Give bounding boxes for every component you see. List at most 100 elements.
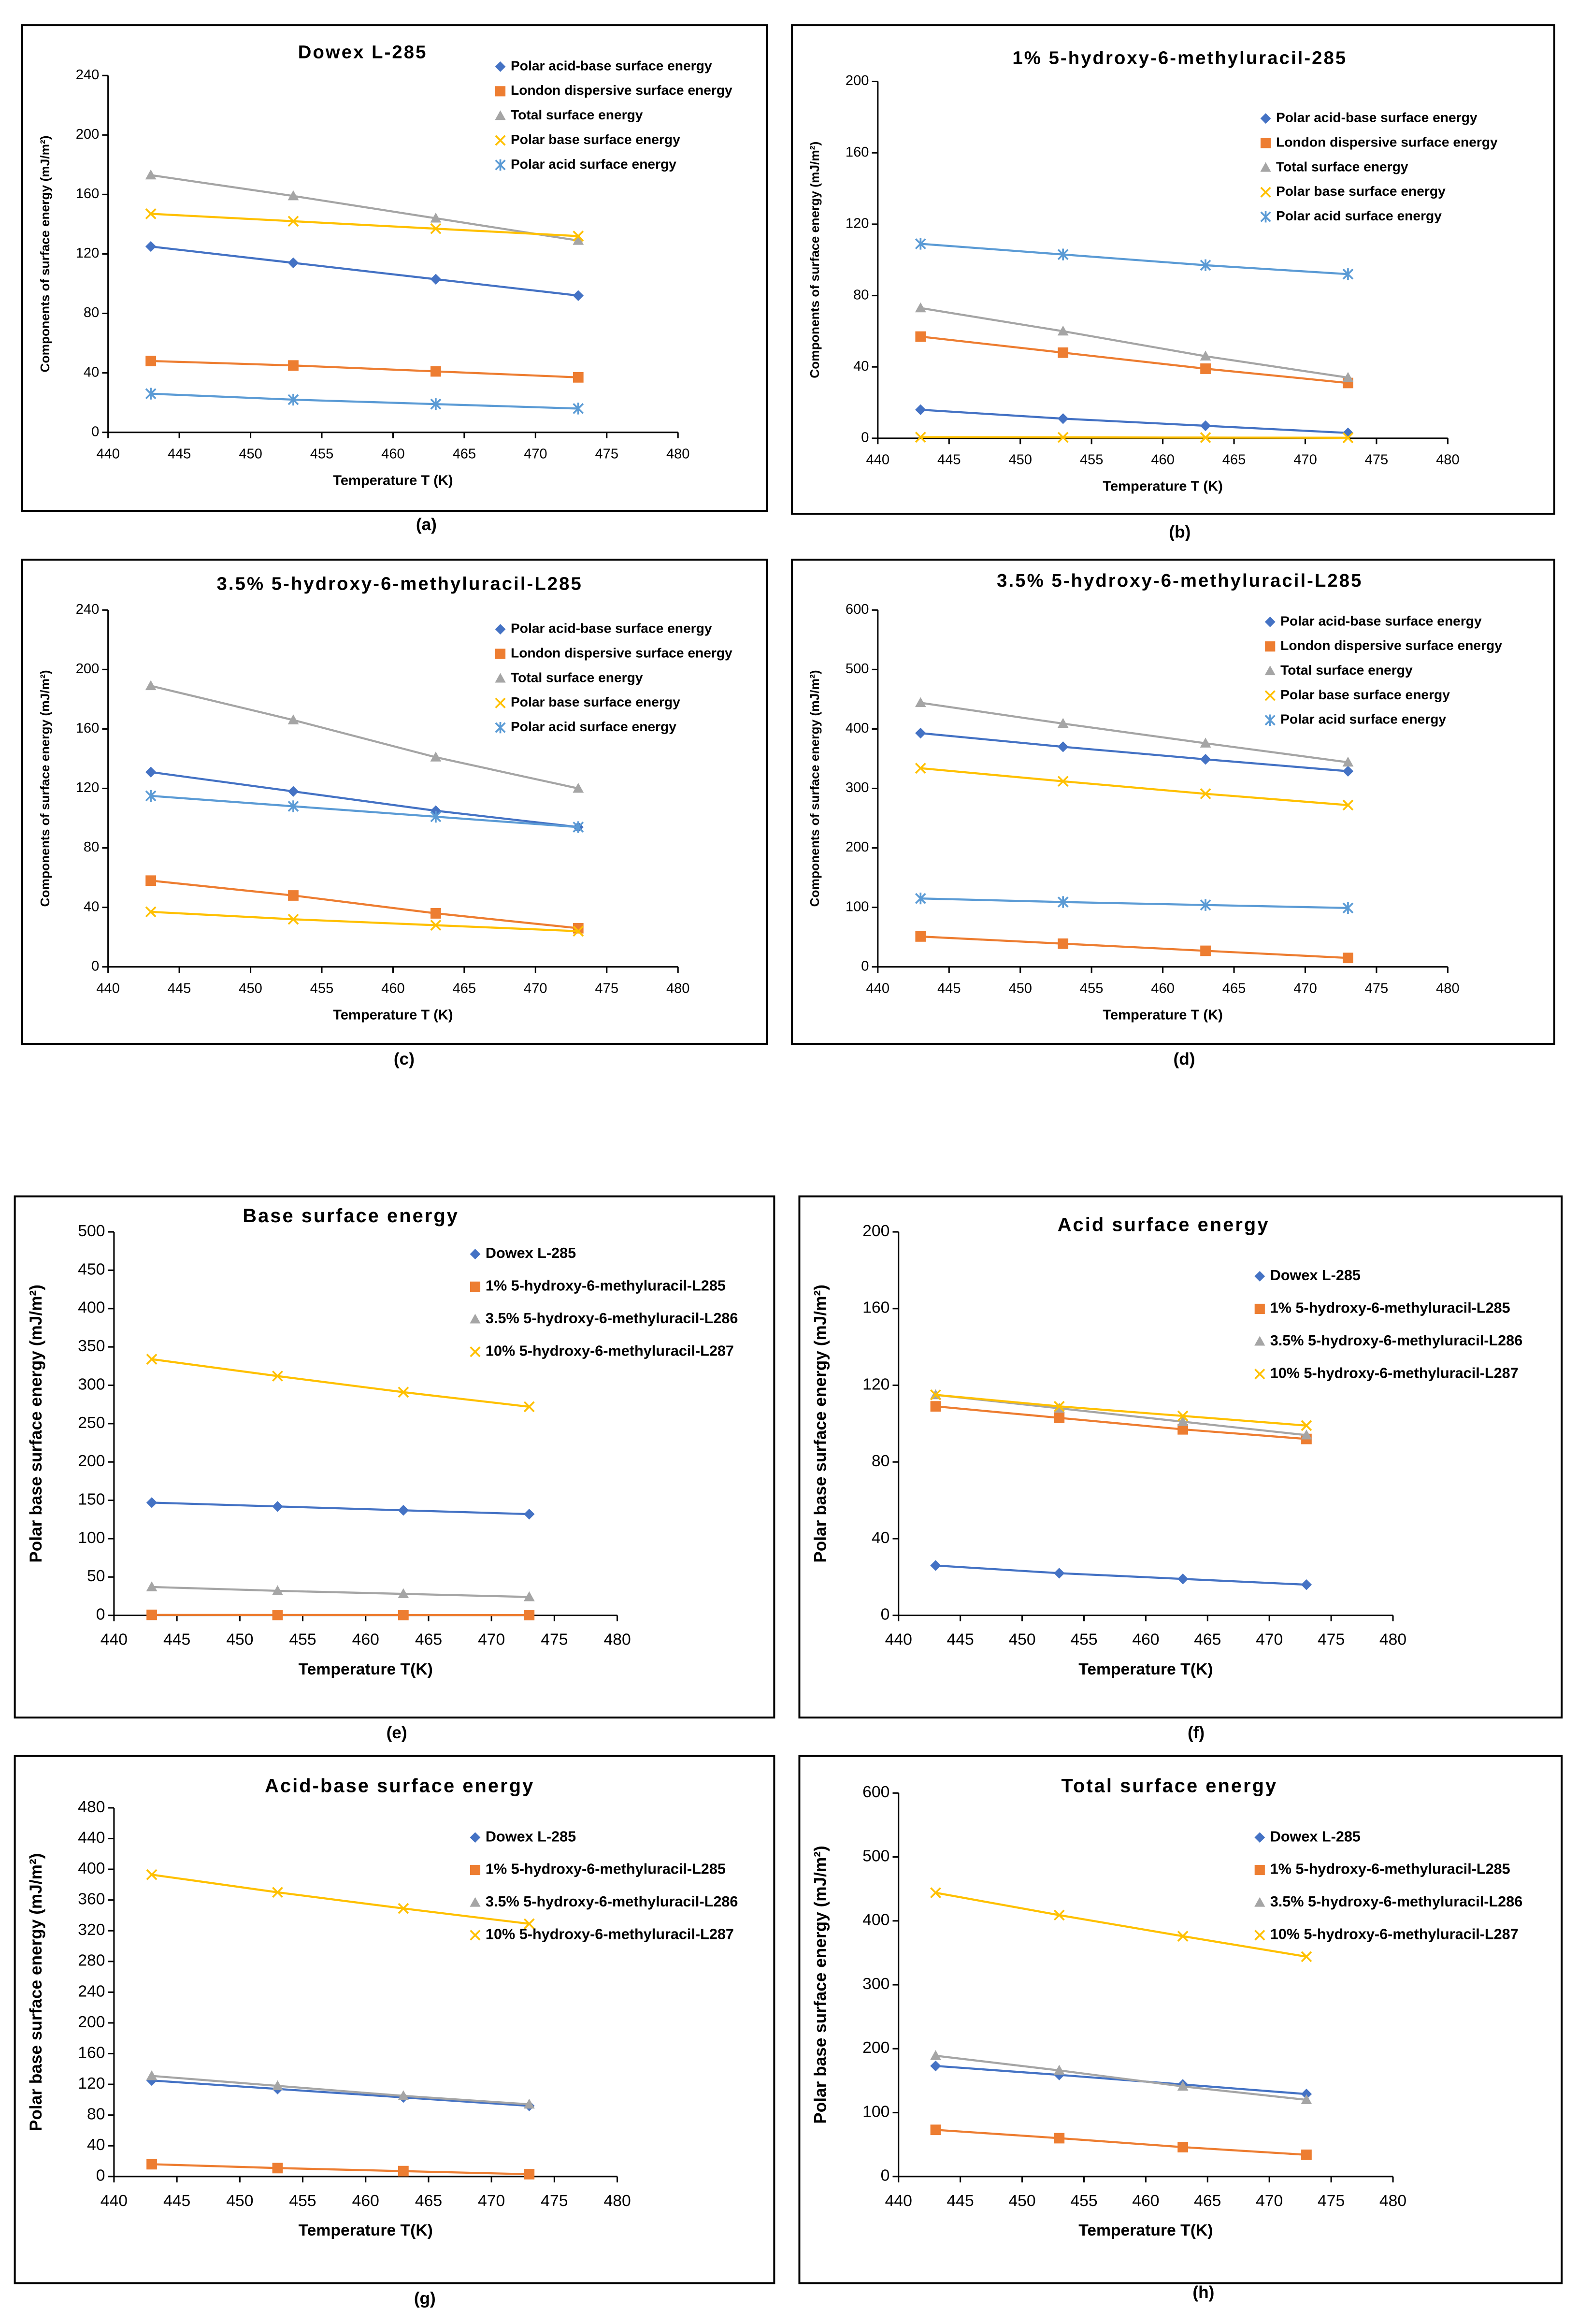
- marker: [398, 2165, 409, 2177]
- legend-marker: [1254, 1271, 1265, 1282]
- x-tick-label: 455: [1080, 981, 1104, 996]
- y-tick-label: 400: [78, 1859, 105, 1877]
- legend-label: 3.5% 5-hydroxy-6-methyluracil-L286: [1270, 1893, 1523, 1910]
- series-line: [151, 1874, 530, 1925]
- marker: [1053, 1400, 1065, 1412]
- marker: [272, 1501, 283, 1512]
- x-tick-label: 450: [1008, 452, 1032, 468]
- y-tick-label: 120: [862, 1375, 889, 1393]
- legend-marker: [495, 649, 506, 659]
- y-axis-label: Components of surface energy (mJ/m²): [38, 670, 52, 907]
- marker: [398, 1610, 409, 1620]
- marker: [1200, 259, 1211, 271]
- marker: [1342, 372, 1354, 382]
- x-tick-label: 460: [1151, 452, 1175, 468]
- series-line: [151, 2079, 530, 2107]
- marker: [1200, 945, 1211, 956]
- legend-marker: [1264, 665, 1276, 676]
- x-tick-label: 440: [866, 452, 890, 468]
- legend-label: London dispersive surface energy: [1276, 134, 1498, 149]
- marker: [288, 360, 299, 371]
- x-tick-label: 445: [163, 2192, 190, 2210]
- marker: [287, 257, 299, 269]
- panel-frame: [21, 559, 768, 1045]
- marker: [915, 931, 926, 942]
- x-tick-label: 455: [1070, 2192, 1097, 2210]
- chart-panel: Acid-base surface energy 0 40 80 120 160 200 24…: [14, 1755, 775, 2308]
- y-tick-label: 320: [78, 1920, 105, 1939]
- panel-frame: [798, 1755, 1563, 2284]
- y-tick-label: 160: [78, 2043, 105, 2062]
- legend-marker: [495, 159, 506, 171]
- y-axis-label: Polar base surface energy (mJ/m²): [27, 1285, 45, 1562]
- marker: [1177, 1416, 1189, 1426]
- x-tick-label: 460: [1132, 1631, 1159, 1649]
- x-tick-label: 465: [1194, 2192, 1221, 2210]
- panel-frame: [791, 559, 1555, 1045]
- marker: [145, 169, 157, 180]
- x-tick-label: 450: [239, 446, 262, 462]
- y-tick-label: 200: [846, 839, 869, 855]
- marker: [1058, 347, 1069, 358]
- series-line: [150, 794, 578, 828]
- legend-label: Polar acid surface energy: [1280, 711, 1446, 727]
- y-tick-label: 80: [853, 287, 869, 303]
- marker: [430, 223, 442, 234]
- x-tick-label: 480: [603, 1631, 631, 1649]
- legend-label: 1% 5-hydroxy-6-methyluracil-L285: [486, 1861, 726, 1877]
- series-line: [150, 685, 579, 790]
- series-line: [151, 1586, 530, 1598]
- legend-label: 10% 5-hydroxy-6-methyluracil-L287: [486, 1342, 734, 1359]
- marker: [1301, 1579, 1312, 1590]
- y-tick-label: 450: [78, 1260, 105, 1278]
- legend-marker: [470, 1865, 481, 1876]
- marker: [1177, 1410, 1189, 1422]
- legend-label: 3.5% 5-hydroxy-6-methyluracil-L286: [486, 1893, 738, 1910]
- x-tick-label: 475: [595, 981, 618, 996]
- marker: [915, 893, 926, 905]
- x-tick-label: 475: [541, 1631, 568, 1649]
- x-tick-label: 455: [289, 2192, 316, 2210]
- marker: [1301, 1429, 1312, 1440]
- marker: [1200, 432, 1211, 443]
- legend-label: Dowex L-285: [1270, 1828, 1361, 1845]
- marker: [1057, 413, 1069, 424]
- x-tick-label: 450: [239, 981, 262, 996]
- y-tick-label: 440: [78, 1828, 105, 1847]
- legend-label: London dispersive surface energy: [511, 82, 732, 98]
- marker: [272, 2163, 283, 2174]
- marker: [915, 302, 926, 313]
- y-tick-label: 200: [76, 661, 100, 677]
- marker: [430, 212, 442, 223]
- marker: [146, 1609, 157, 1620]
- marker: [287, 913, 299, 925]
- marker: [1177, 1573, 1189, 1585]
- y-tick-label: 40: [872, 1529, 889, 1547]
- series-line: [920, 436, 1348, 439]
- marker: [1342, 799, 1354, 811]
- marker: [915, 697, 926, 707]
- x-tick-label: 455: [1080, 452, 1104, 468]
- marker: [145, 906, 157, 918]
- x-tick-label: 470: [1293, 981, 1317, 996]
- marker: [1200, 754, 1211, 765]
- legend-marker: [495, 697, 506, 708]
- marker: [287, 714, 299, 724]
- marker: [146, 1869, 158, 1880]
- x-tick-label: 450: [226, 1631, 253, 1649]
- legend-marker: [1264, 690, 1276, 701]
- marker: [287, 786, 299, 797]
- marker: [1057, 718, 1069, 728]
- marker: [915, 238, 926, 250]
- x-tick-label: 460: [352, 2192, 379, 2210]
- marker: [524, 2169, 535, 2180]
- panel-frame: [21, 24, 768, 512]
- marker: [1057, 776, 1069, 787]
- y-tick-label: 0: [96, 1605, 105, 1624]
- y-tick-label: 240: [78, 1982, 105, 2000]
- legend-label: Dowex L-285: [486, 1245, 576, 1261]
- marker: [1342, 902, 1354, 914]
- marker: [930, 1401, 941, 1412]
- series-line: [150, 880, 579, 929]
- marker: [523, 1918, 535, 1930]
